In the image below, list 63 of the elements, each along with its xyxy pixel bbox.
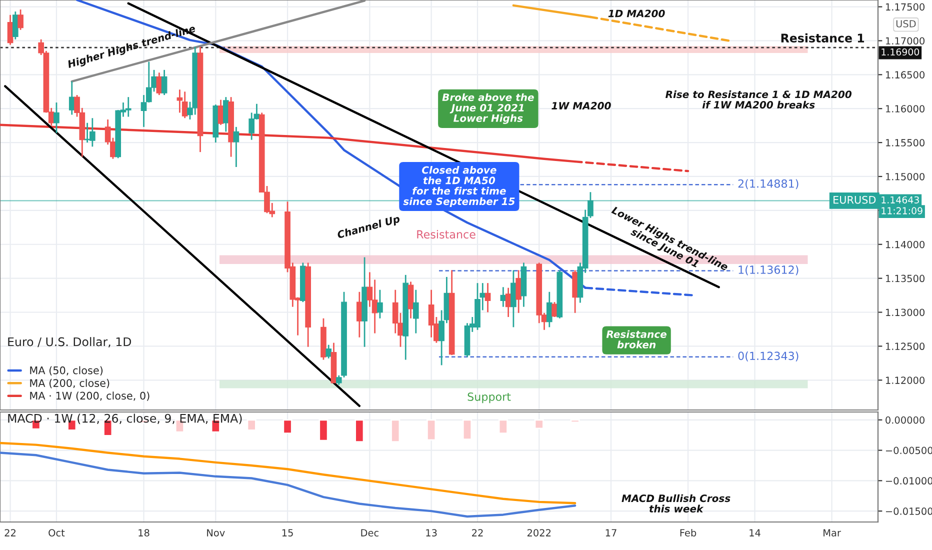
line-series (0, 442, 576, 504)
x-tick-label: 17 (606, 529, 616, 536)
candlestick (510, 269, 516, 328)
annotation: Resistance broken (606, 330, 667, 348)
candlestick (408, 281, 414, 320)
y-tick-label: 1.16500 (886, 71, 925, 78)
legend-label: MA · 1W (200, close, 0) (30, 392, 150, 401)
annotation: Rise to Resistance 1 & 1D MA200 if 1W MA200 breaks (666, 90, 852, 109)
annotation: Broke above the June 01 2021 Lower Highs (442, 93, 534, 124)
legend-label: MA (50, close) (30, 366, 103, 376)
y-tick-label: 1.13500 (886, 274, 925, 282)
x-tick-label: Nov (207, 529, 225, 536)
x-tick-label: 2022 (527, 529, 551, 536)
candlestick (516, 269, 522, 314)
candlestick (377, 289, 383, 320)
annotation: Closed above the 1D MA50 for the first time since September 15 (403, 166, 515, 208)
y-tick-label: 1.15500 (886, 139, 925, 146)
y-tick-label: 1.16000 (886, 105, 925, 112)
x-tick-label: Dec (361, 529, 378, 536)
ref-line-label: Resistance 1 (781, 33, 864, 43)
y-tick-label: 1.13000 (886, 308, 925, 316)
ref-line-label: 1(1.13612) (738, 265, 798, 276)
line-series (0, 452, 576, 518)
y-tick-label: 1.17500 (886, 3, 925, 11)
annotation: MACD Bullish Cross this week (622, 494, 730, 513)
candlestick (18, 8, 24, 31)
candlestick (326, 344, 332, 360)
x-tick-label: Feb (680, 528, 696, 536)
x-tick-label: 22 (472, 529, 483, 536)
candlestick (233, 126, 240, 168)
x-tick-label: Oct (48, 529, 65, 536)
text: 1.14643 (882, 196, 919, 204)
candlestick (161, 69, 168, 96)
annotation: Support (468, 392, 511, 404)
ref-line-label: 0(1.12343) (738, 351, 798, 362)
candlestick (412, 289, 419, 334)
ref-line-label: 2(1.14881) (738, 179, 798, 190)
annotation: 1W MA200 (552, 102, 611, 110)
candlestick (54, 102, 60, 134)
text: 11:21:09 (882, 207, 922, 214)
candlestick (484, 282, 491, 313)
y-tick-label: 1.14000 (886, 240, 925, 248)
y-axis-title: USD (896, 20, 916, 28)
x-tick-label: 22 (4, 529, 16, 536)
x-tick-label: 18 (138, 529, 150, 536)
y-tick-label: 1.12000 (886, 376, 925, 384)
candlestick (546, 291, 552, 328)
x-tick-label: 13 (426, 529, 437, 536)
y-tick-label: 1.17000 (886, 37, 925, 45)
text: Euro / U.S. Dollar, 1D (8, 337, 132, 348)
y-tick-label: 1.12500 (886, 342, 925, 350)
legend-label: MA (200, close) (30, 378, 110, 388)
x-tick-label: 15 (282, 529, 293, 536)
y-tick-label: 1.15000 (886, 172, 925, 180)
ref-line-label: EURUSD (834, 196, 876, 204)
annotation: 1D MA200 (608, 10, 665, 18)
x-tick-label: 14 (750, 529, 760, 536)
candlestick (12, 10, 18, 40)
x-tick-label: Mar (824, 529, 841, 536)
y-tick-label: 0.00000 (886, 416, 925, 424)
annotation: Resistance (417, 230, 476, 239)
text: 1.16900 (882, 48, 920, 56)
chart-title: MACD · 1W (12, 26, close, 9, EMA, EMA) (8, 414, 242, 424)
